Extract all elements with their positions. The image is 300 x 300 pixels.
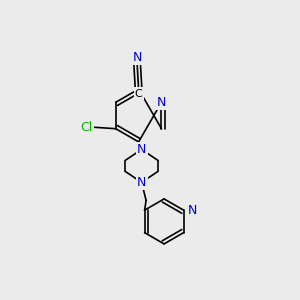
Text: Cl: Cl [80,121,93,134]
Text: N: N [188,204,197,217]
Text: N: N [137,143,146,156]
Text: C: C [135,88,142,99]
Text: N: N [157,96,166,109]
Text: N: N [137,176,146,189]
Text: N: N [132,50,142,64]
